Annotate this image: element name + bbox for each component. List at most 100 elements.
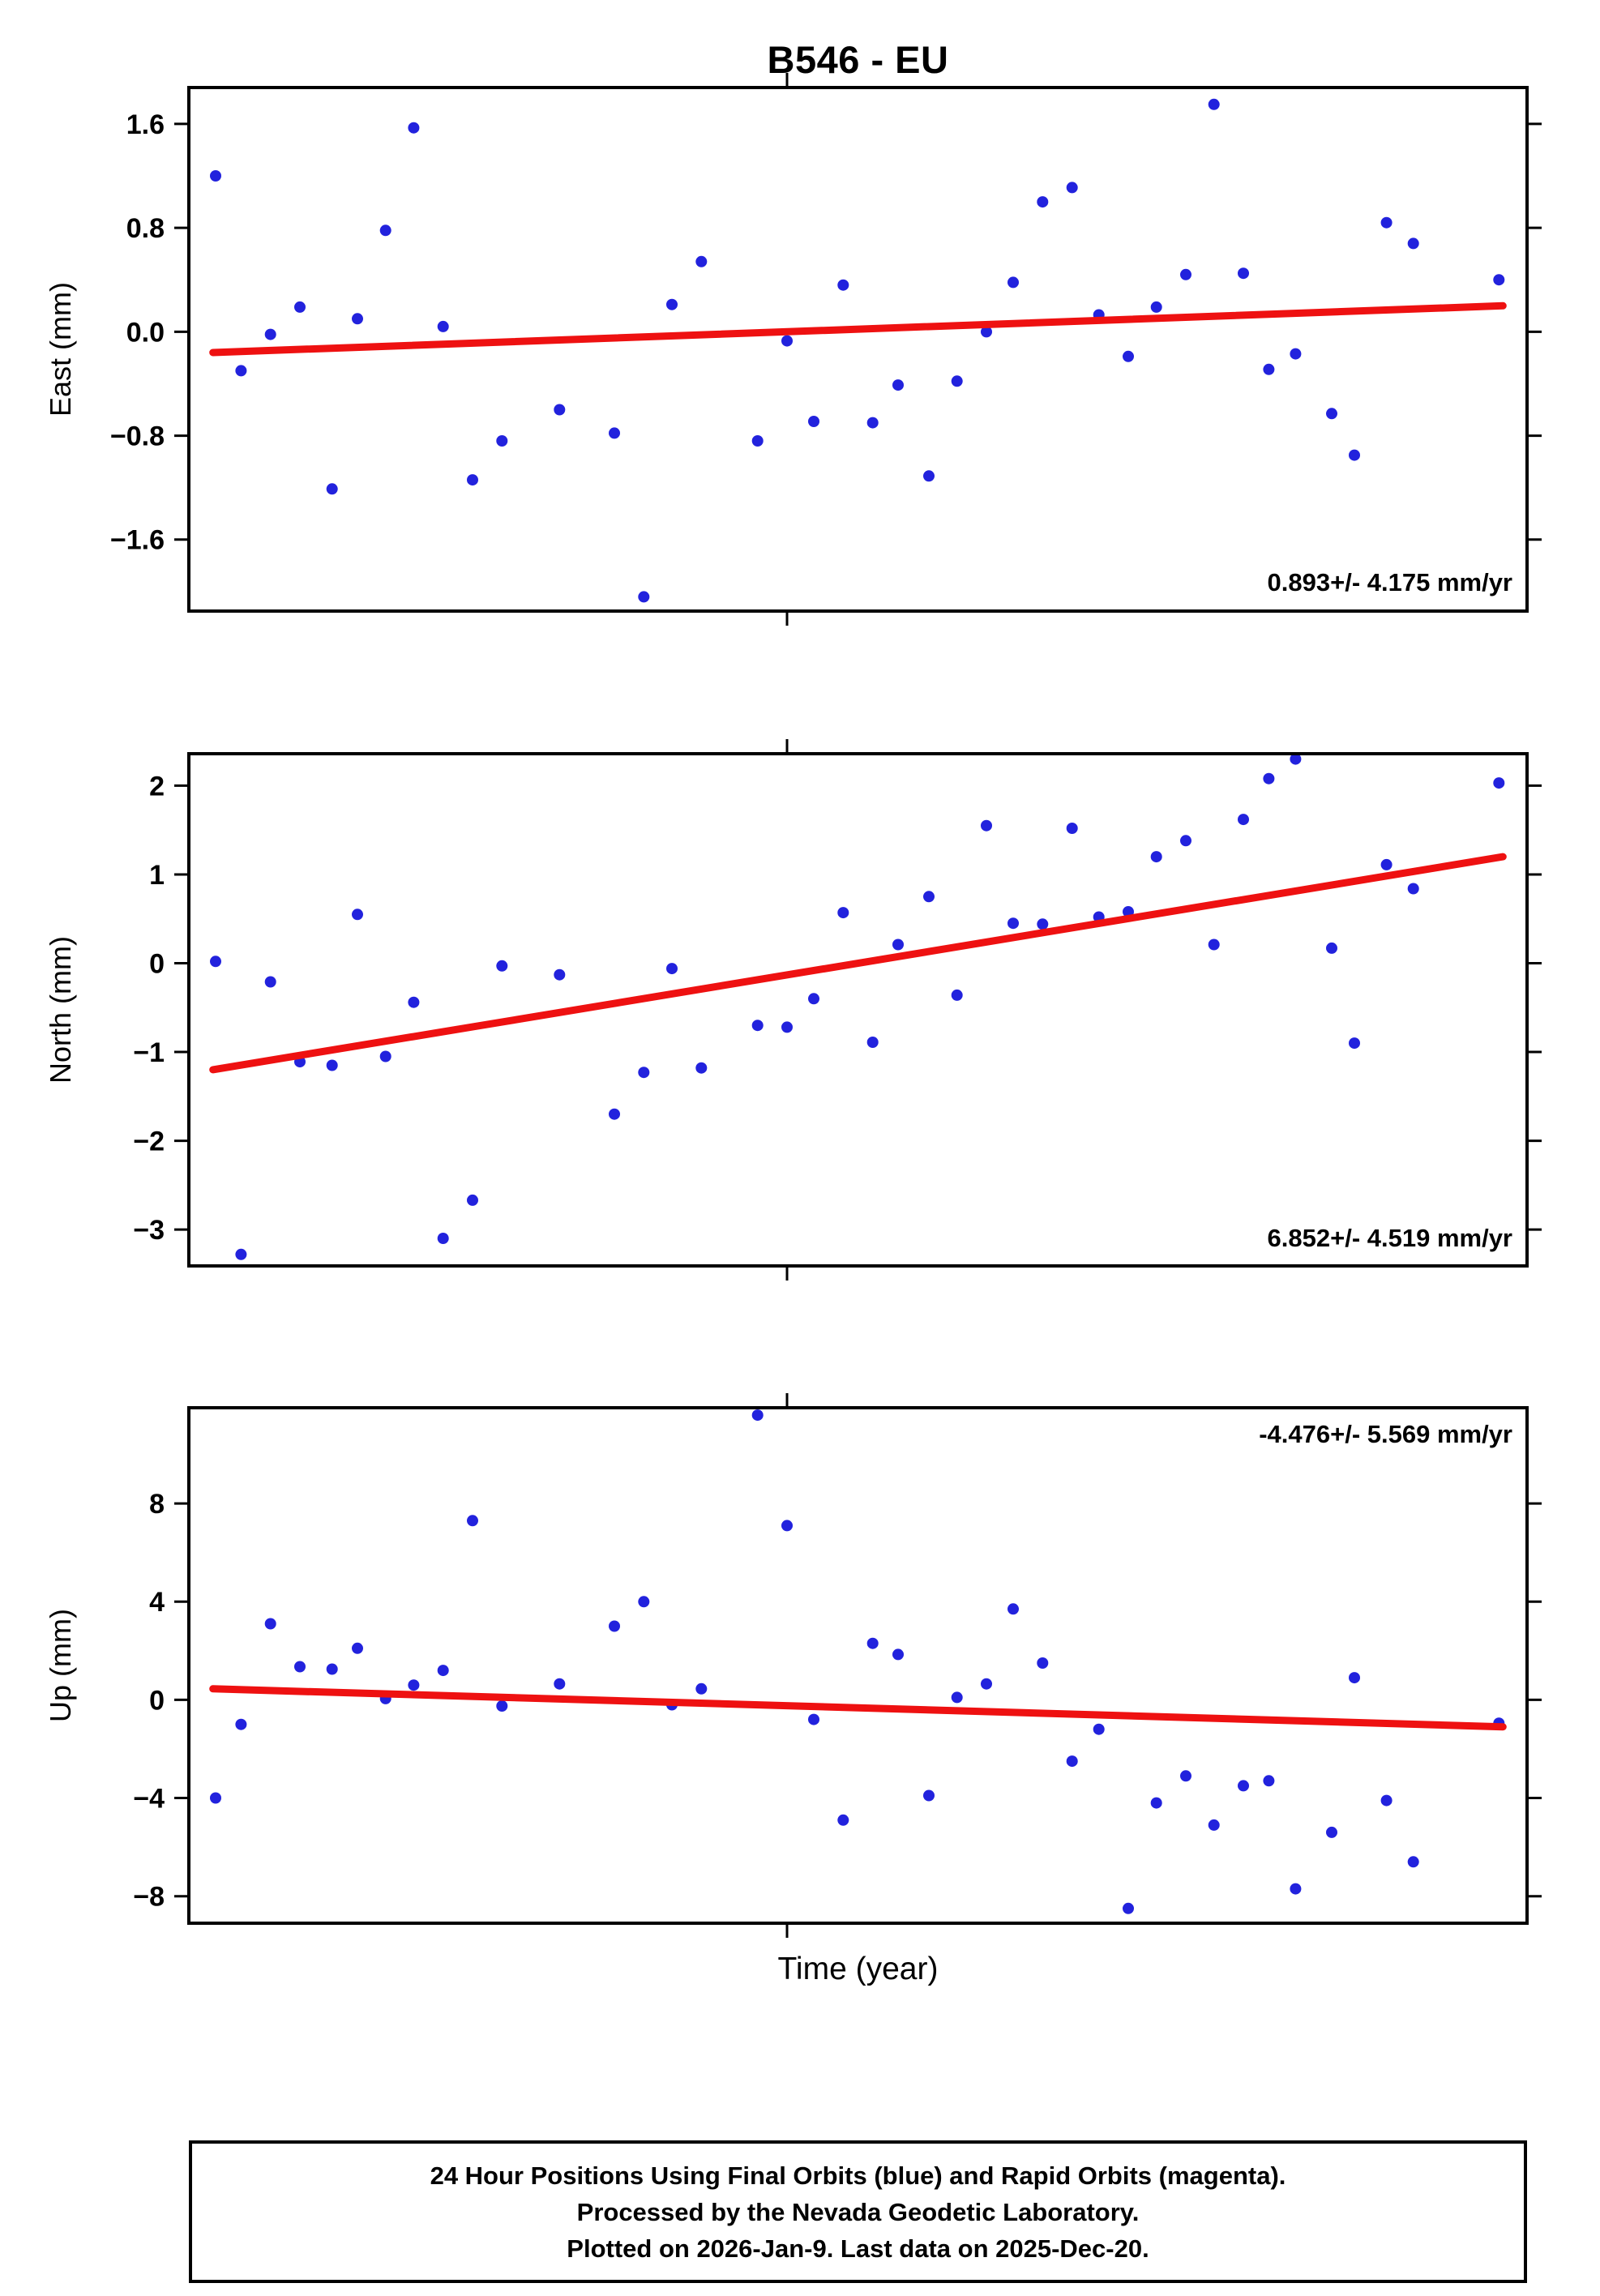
- footer-line-2: Processed by the Nevada Geodetic Laborat…: [576, 2197, 1140, 2226]
- data-point: [210, 170, 221, 182]
- data-point: [496, 1700, 508, 1712]
- data-point: [1263, 772, 1275, 785]
- data-point: [1066, 1755, 1078, 1768]
- data-point: [751, 1409, 764, 1422]
- data-point: [923, 470, 935, 482]
- data-point: [1238, 814, 1249, 826]
- data-point: [1326, 942, 1337, 954]
- east-rate-annotation: 0.893+/- 4.175 mm/yr: [1267, 568, 1512, 596]
- data-point: [1180, 835, 1191, 847]
- data-point: [609, 1620, 620, 1632]
- data-point: [379, 1050, 391, 1062]
- data-point: [467, 474, 478, 486]
- data-point: [981, 326, 992, 338]
- data-point: [1349, 449, 1360, 461]
- data-point: [981, 819, 992, 832]
- footer-line-1: 24 Hour Positions Using Final Orbits (bl…: [430, 2161, 1286, 2190]
- data-point: [1407, 237, 1419, 250]
- y-tick-label: −3: [133, 1215, 165, 1246]
- data-point: [638, 1067, 650, 1079]
- data-point: [866, 417, 879, 429]
- up-rate-annotation: -4.476+/- 5.569 mm/yr: [1259, 1420, 1512, 1448]
- data-point: [1007, 276, 1019, 289]
- data-point: [695, 1682, 708, 1695]
- data-point: [609, 427, 620, 439]
- data-point: [326, 1059, 338, 1071]
- data-point: [1123, 350, 1134, 362]
- y-tick-label: −2: [133, 1127, 165, 1157]
- data-point: [408, 1679, 420, 1691]
- data-point: [1407, 883, 1419, 895]
- data-point: [408, 122, 420, 134]
- data-point: [1037, 918, 1049, 930]
- data-point: [666, 963, 678, 975]
- data-point: [1180, 1770, 1191, 1782]
- data-point: [467, 1194, 478, 1206]
- up-panel-chart: 8 4 0 −4 −8: [133, 1393, 1542, 1938]
- data-point: [467, 1515, 478, 1527]
- x-axis-label: Time (year): [777, 1952, 939, 1986]
- data-point: [326, 1663, 338, 1675]
- east-panel-chart: 1.6 0.8 0.0 −0.8 −1.6: [110, 73, 1542, 626]
- y-tick-label: 2: [149, 771, 165, 802]
- data-point: [1093, 1723, 1105, 1735]
- data-point: [1238, 267, 1249, 280]
- data-point: [1290, 348, 1302, 360]
- data-point: [1407, 1856, 1419, 1868]
- data-point: [781, 1021, 793, 1033]
- data-point: [1349, 1037, 1360, 1050]
- data-point: [638, 591, 650, 603]
- data-point: [294, 1661, 306, 1673]
- data-point: [1263, 363, 1275, 375]
- data-point: [235, 365, 247, 377]
- data-point: [352, 1642, 363, 1654]
- data-point: [408, 996, 420, 1008]
- data-point: [1290, 1883, 1302, 1895]
- data-point: [1493, 274, 1505, 286]
- data-point: [951, 989, 963, 1001]
- data-point: [808, 993, 819, 1005]
- data-point: [1238, 1780, 1249, 1792]
- y-tick-label: −1.6: [110, 525, 165, 556]
- footer-line-3: Plotted on 2026-Jan-9. Last data on 2025…: [567, 2234, 1149, 2263]
- data-point: [1066, 182, 1078, 194]
- y-tick-label: −8: [133, 1882, 165, 1913]
- data-point: [437, 320, 449, 332]
- data-point: [554, 404, 566, 416]
- data-point: [210, 956, 221, 968]
- y-tick-label: −1: [133, 1037, 165, 1068]
- data-point: [866, 1637, 879, 1649]
- up-axis-label: Up (mm): [44, 1609, 77, 1722]
- y-tick-label: 1.6: [126, 109, 165, 140]
- north-panel-chart: 2 1 0 −1 −2 −3: [133, 739, 1542, 1281]
- data-point: [1037, 196, 1049, 208]
- data-point: [437, 1233, 449, 1244]
- panel-frame: [187, 1406, 1529, 1925]
- data-point: [781, 1520, 793, 1532]
- north-axis-label: North (mm): [44, 936, 77, 1084]
- data-point: [951, 1691, 963, 1704]
- trend-line: [209, 301, 1507, 357]
- data-point: [294, 301, 306, 313]
- data-point: [1150, 851, 1162, 863]
- data-point: [1123, 1902, 1134, 1914]
- data-point: [1066, 823, 1078, 834]
- data-point: [808, 416, 819, 427]
- data-point: [808, 1713, 819, 1725]
- data-point: [892, 379, 904, 391]
- data-point: [352, 909, 363, 921]
- data-point: [496, 960, 508, 972]
- data-point: [923, 1789, 935, 1802]
- trend-line: [209, 853, 1507, 1074]
- data-point: [892, 938, 904, 951]
- data-point: [695, 1062, 708, 1074]
- data-point: [1007, 1603, 1019, 1615]
- data-point: [1180, 268, 1191, 280]
- data-point: [1263, 1775, 1275, 1787]
- data-point: [235, 1248, 247, 1260]
- trend-line: [209, 1685, 1507, 1731]
- data-point: [496, 435, 508, 447]
- data-point: [437, 1665, 449, 1677]
- data-point: [379, 224, 391, 237]
